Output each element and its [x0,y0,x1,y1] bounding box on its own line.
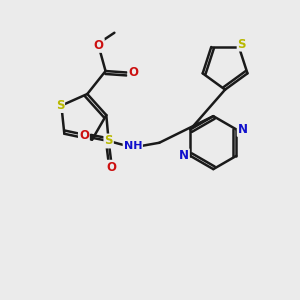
Text: NH: NH [124,141,142,151]
Text: O: O [94,39,104,52]
Text: S: S [104,134,113,148]
Text: O: O [106,161,116,174]
Text: O: O [128,66,138,79]
Text: S: S [56,99,64,112]
Text: S: S [238,38,246,51]
Text: N: N [238,123,248,136]
Text: O: O [79,129,89,142]
Text: N: N [179,149,189,162]
